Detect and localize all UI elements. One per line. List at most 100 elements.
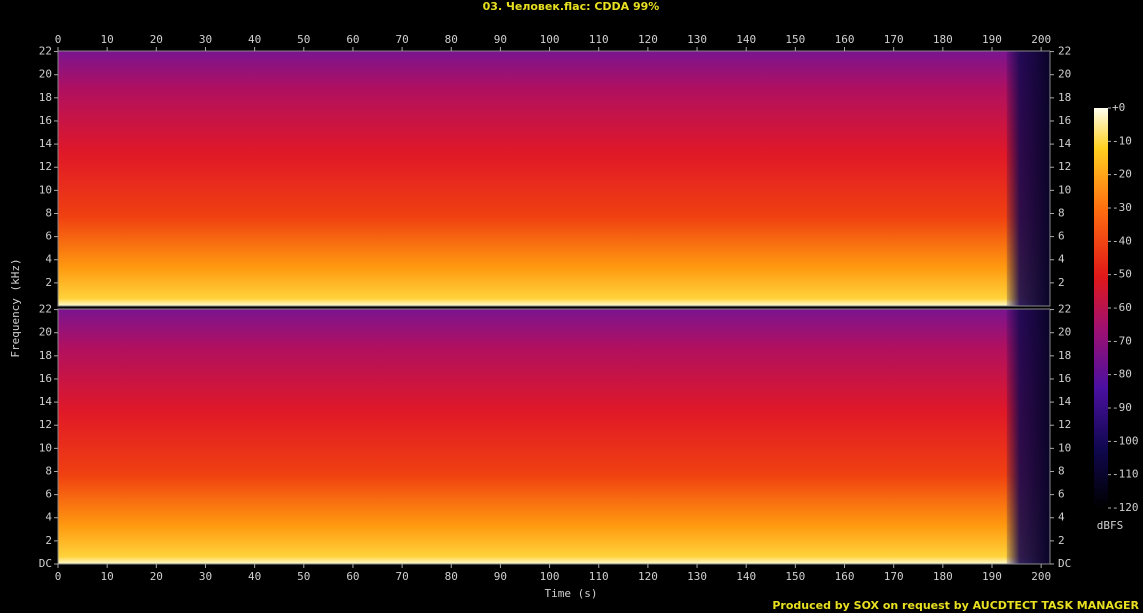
spectrogram	[58, 309, 1050, 564]
x-tick-label: 170	[884, 570, 904, 583]
x-tick-label: 0	[55, 33, 62, 46]
y-tick-label: 12	[39, 418, 52, 431]
x-tick-label: 30	[199, 33, 212, 46]
x-tick-label: 120	[638, 570, 658, 583]
colorbar-tick-label: -60	[1112, 301, 1132, 314]
x-tick-label: 190	[982, 33, 1002, 46]
y-tick-label: 4	[1058, 511, 1065, 524]
y-tick-label: 8	[45, 464, 52, 477]
y-tick-label: 8	[1058, 206, 1065, 219]
x-tick-label: 100	[540, 570, 560, 583]
y-tick-label: 18	[39, 91, 52, 104]
y-tick-label: 4	[45, 253, 52, 266]
x-tick-label: 20	[150, 33, 163, 46]
y-tick-label: 12	[1058, 160, 1071, 173]
y-tick-label: 16	[1058, 114, 1071, 127]
x-tick-label: 180	[933, 33, 953, 46]
x-tick-label: 110	[589, 33, 609, 46]
y-tick-label: DC	[1058, 557, 1071, 570]
x-tick-label: 150	[785, 570, 805, 583]
y-tick-label: 18	[39, 349, 52, 362]
x-tick-label: 80	[445, 570, 458, 583]
y-tick-label: 12	[39, 160, 52, 173]
x-tick-label: 130	[687, 570, 707, 583]
plot-frame	[57, 308, 1051, 565]
y-tick-label: 18	[1058, 91, 1071, 104]
colorbar-tick-label: -110	[1112, 468, 1139, 481]
y-tick-label: 10	[1058, 441, 1071, 454]
y-tick-label: DC	[39, 557, 52, 570]
y-tick-label: 14	[39, 137, 53, 150]
footer: Produced by SOX on request by AUCDTECT T…	[772, 599, 1139, 612]
x-tick-label: 40	[248, 570, 261, 583]
x-tick-label: 100	[540, 33, 560, 46]
x-tick-label: 50	[297, 33, 310, 46]
y-tick-label: 8	[45, 206, 52, 219]
x-tick-label: 80	[445, 33, 458, 46]
spectrogram-fade	[1006, 51, 1050, 306]
y-tick-label: 2	[1058, 534, 1065, 547]
colorbar-tick-label: -120	[1112, 501, 1139, 514]
y-tick-label: 20	[39, 326, 52, 339]
y-tick-label: 6	[45, 230, 52, 243]
y-tick-label: 22	[1058, 45, 1071, 58]
x-tick-label: 0	[55, 570, 62, 583]
y-tick-label: 22	[1058, 303, 1071, 316]
x-tick-label: 200	[1031, 570, 1051, 583]
x-tick-label: 150	[785, 33, 805, 46]
x-axis-label: Time (s)	[545, 587, 598, 600]
x-tick-label: 190	[982, 570, 1002, 583]
y-tick-label: 8	[1058, 464, 1065, 477]
x-tick-label: 70	[395, 33, 408, 46]
x-tick-label: 20	[150, 570, 163, 583]
y-tick-label: 14	[1058, 395, 1072, 408]
chart-title: 03. Человек.flac: CDDA 99%	[483, 0, 660, 13]
x-tick-label: 140	[736, 33, 756, 46]
y-tick-label: 6	[45, 488, 52, 501]
y-tick-label: 20	[39, 68, 52, 81]
x-tick-label: 70	[395, 570, 408, 583]
colorbar-label: dBFS	[1097, 519, 1124, 532]
x-tick-label: 60	[346, 570, 359, 583]
x-tick-label: 140	[736, 570, 756, 583]
y-tick-label: 18	[1058, 349, 1071, 362]
x-tick-label: 10	[101, 570, 114, 583]
y-tick-label: 14	[1058, 137, 1072, 150]
y-tick-label: 12	[1058, 418, 1071, 431]
colorbar-tick-label: -40	[1112, 234, 1132, 247]
colorbar-tick-label: -20	[1112, 168, 1132, 181]
y-tick-label: 10	[39, 183, 52, 196]
x-tick-label: 160	[835, 570, 855, 583]
x-tick-label: 90	[494, 570, 507, 583]
y-tick-label: 4	[45, 511, 52, 524]
colorbar	[1094, 108, 1108, 508]
y-tick-label: 10	[39, 441, 52, 454]
x-tick-label: 60	[346, 33, 359, 46]
colorbar-tick-label: -10	[1112, 134, 1132, 147]
x-tick-label: 180	[933, 570, 953, 583]
y-tick-label: 16	[39, 114, 52, 127]
y-tick-label: 2	[45, 534, 52, 547]
y-tick-label: 10	[1058, 183, 1071, 196]
x-tick-label: 40	[248, 33, 261, 46]
y-tick-label: 4	[1058, 253, 1065, 266]
y-tick-label: 2	[45, 276, 52, 289]
x-tick-label: 50	[297, 570, 310, 583]
spectrogram-fade	[1006, 309, 1050, 564]
y-tick-label: 22	[39, 303, 52, 316]
plot-frame	[57, 50, 1051, 307]
y-tick-label: 20	[1058, 326, 1071, 339]
x-tick-label: 10	[101, 33, 114, 46]
y-tick-label: 16	[1058, 372, 1071, 385]
x-tick-label: 90	[494, 33, 507, 46]
y-axis-label: Frequency (kHz)	[9, 258, 22, 357]
colorbar-tick-label: +0	[1112, 101, 1125, 114]
colorbar-tick-label: -50	[1112, 268, 1132, 281]
x-tick-label: 170	[884, 33, 904, 46]
y-tick-label: 16	[39, 372, 52, 385]
colorbar-tick-label: -80	[1112, 368, 1132, 381]
colorbar-tick-label: -90	[1112, 401, 1132, 414]
y-tick-label: 2	[1058, 276, 1065, 289]
colorbar-tick-label: -70	[1112, 334, 1132, 347]
